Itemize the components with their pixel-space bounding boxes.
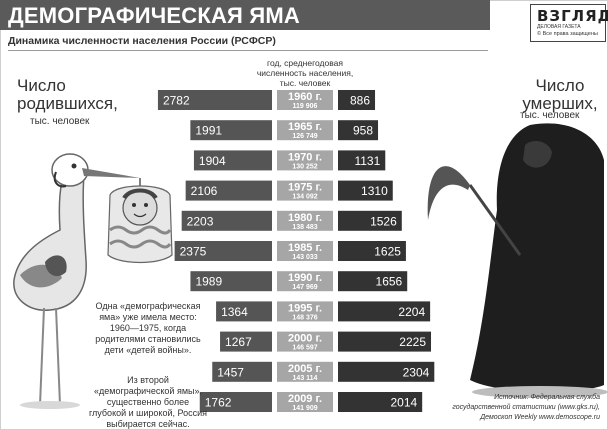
- year-label: 1965 г.: [288, 121, 322, 133]
- births-bar: [181, 210, 272, 231]
- deaths-value-label: 1131: [354, 154, 380, 168]
- population-label: 143 114: [293, 375, 318, 382]
- deaths-bar: [338, 301, 431, 322]
- births-bar: [190, 271, 272, 292]
- grim-reaper-icon: [427, 123, 608, 398]
- deaths-bar: [338, 90, 376, 110]
- births-value-label: 1991: [195, 124, 222, 138]
- year-label: 1990 г.: [288, 272, 322, 284]
- deaths-bar: [338, 331, 432, 352]
- births-value-label: 1762: [205, 396, 232, 410]
- year-label: 1960 г.: [288, 91, 322, 103]
- deaths-value-label: 1656: [376, 275, 403, 289]
- births-value-label: 1904: [199, 154, 226, 168]
- logo-tagline: ДЕЛОВАЯ ГАЗЕТА: [537, 24, 581, 30]
- deaths-bar: [338, 210, 402, 231]
- year-label: 2009 г.: [288, 393, 322, 405]
- deaths-value-label: 1310: [361, 184, 388, 198]
- births-bar: [185, 180, 272, 201]
- year-label: 1980 г.: [288, 212, 322, 224]
- births-bar: [220, 331, 272, 352]
- births-value-label: 2375: [180, 245, 207, 259]
- deaths-bar: [338, 150, 386, 171]
- births-bar: [212, 361, 272, 382]
- stork-icon: [13, 153, 140, 409]
- deaths-value-label: 1526: [370, 214, 397, 228]
- year-box: [277, 150, 333, 171]
- population-label: 146 597: [292, 345, 317, 352]
- source-note: Источник: Федеральная служба государстве…: [452, 394, 600, 421]
- births-value-label: 1267: [225, 335, 252, 349]
- deaths-bar: [338, 241, 406, 261]
- year-box: [277, 90, 333, 110]
- deaths-value-label: 2225: [399, 335, 426, 349]
- births-value-label: 2782: [163, 94, 190, 108]
- logo-name: ВЗГЛЯД: [537, 7, 608, 25]
- births-value-label: 2203: [187, 214, 214, 228]
- page-subtitle: Динамика численности населения России (Р…: [8, 35, 276, 47]
- population-label: 134 092: [292, 194, 317, 201]
- births-unit: тыс. человек: [30, 116, 90, 127]
- note-first-pit: Одна «демографическая яма» уже имела мес…: [95, 301, 201, 355]
- year-box: [277, 392, 333, 412]
- deaths-value-label: 2204: [398, 305, 425, 319]
- year-box: [277, 180, 333, 201]
- births-bar: [157, 90, 272, 110]
- population-label: 148 376: [292, 314, 317, 321]
- year-label: 2000 г.: [288, 333, 322, 345]
- population-label: 147 969: [292, 284, 317, 291]
- births-value-label: 1457: [217, 365, 244, 379]
- births-bar: [199, 392, 272, 412]
- births-bar: [174, 241, 272, 261]
- title-band: ДЕМОГРАФИЧЕСКАЯ ЯМА: [0, 0, 490, 30]
- year-box: [277, 271, 333, 292]
- population-heading: год, среднегодовая численность населения…: [256, 58, 354, 88]
- year-label: 1985 г.: [288, 242, 322, 254]
- year-box: [277, 241, 333, 261]
- births-value-label: 1989: [195, 275, 222, 289]
- year-label: 1995 г.: [288, 302, 322, 314]
- deaths-bar: [338, 271, 408, 292]
- population-label: 141 909: [292, 405, 317, 412]
- deaths-value-label: 886: [350, 94, 370, 108]
- births-value-label: 1364: [221, 305, 248, 319]
- note-second-pit: Из второй «демографической ямы», существ…: [88, 375, 208, 429]
- deaths-heading: Число умерших,: [522, 76, 598, 113]
- population-label: 130 252: [292, 163, 317, 170]
- year-label: 1970 г.: [288, 151, 322, 163]
- year-label: 1975 г.: [288, 182, 322, 194]
- population-label: 126 749: [292, 133, 317, 140]
- vzglyad-logo: ВЗГЛЯД ДЕЛОВАЯ ГАЗЕТА © Все права защище…: [530, 4, 608, 42]
- year-box: [277, 361, 333, 382]
- births-bar: [193, 150, 272, 171]
- deaths-value-label: 2304: [403, 365, 430, 379]
- births-value-label: 2106: [191, 184, 218, 198]
- births-heading: Число родившихся,: [17, 76, 118, 113]
- deaths-bar: [338, 392, 423, 412]
- deaths-bar: [338, 361, 435, 382]
- population-label: 143 033: [292, 254, 317, 261]
- births-bar: [216, 301, 272, 322]
- deaths-unit: тыс. человек: [520, 110, 580, 121]
- births-bar: [190, 120, 272, 141]
- year-label: 2005 г.: [288, 363, 322, 375]
- population-label: 138 483: [292, 224, 317, 231]
- deaths-value-label: 2014: [390, 396, 417, 410]
- year-box: [277, 301, 333, 322]
- year-box: [277, 120, 333, 141]
- deaths-value-label: 1625: [374, 245, 401, 259]
- year-box: [277, 210, 333, 231]
- page-title: ДЕМОГРАФИЧЕСКАЯ ЯМА: [8, 3, 301, 28]
- baby-bundle-icon: [107, 178, 173, 264]
- deaths-bar: [338, 180, 393, 201]
- deaths-bar: [338, 120, 379, 141]
- deaths-value-label: 958: [353, 124, 373, 138]
- population-label: 119 906: [293, 103, 318, 110]
- subtitle-divider: [8, 50, 488, 51]
- logo-copyright: © Все права защищены: [537, 31, 598, 37]
- year-box: [277, 331, 333, 352]
